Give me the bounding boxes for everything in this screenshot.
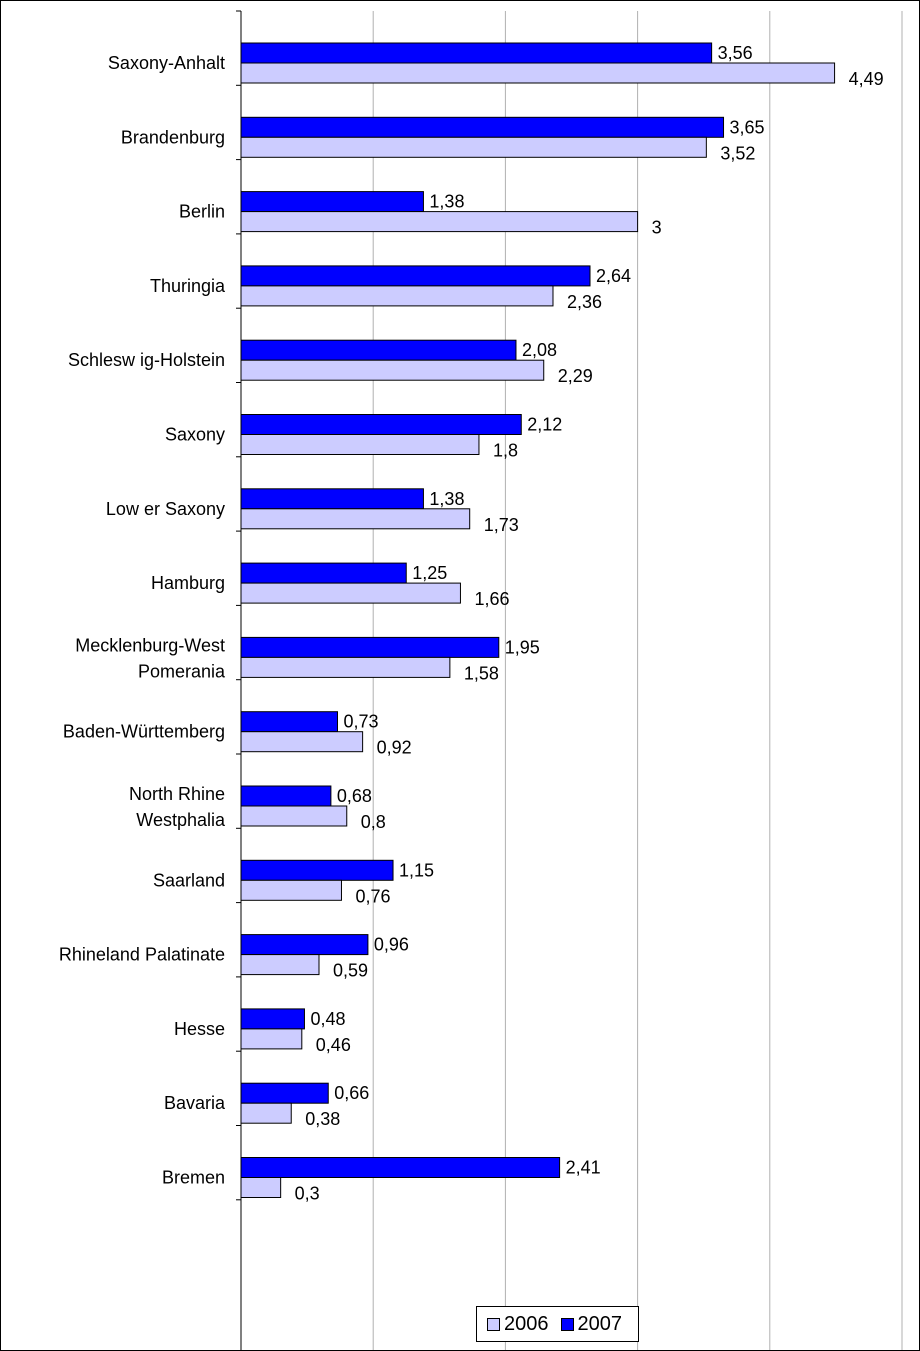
legend: 2006 2007 bbox=[476, 1306, 639, 1342]
bar-2007 bbox=[240, 711, 339, 733]
data-label-2007: 2,12 bbox=[527, 415, 562, 435]
bar-2007 bbox=[240, 339, 517, 361]
data-label-2006: 0,46 bbox=[316, 1035, 351, 1055]
category-label: Saxony-Anhalt bbox=[108, 53, 225, 73]
gridlines bbox=[372, 11, 903, 1350]
bar-2006 bbox=[240, 1028, 303, 1050]
category-label: Thuringia bbox=[150, 276, 226, 296]
category-label: Berlin bbox=[179, 202, 225, 222]
category-label: Bremen bbox=[162, 1168, 225, 1188]
data-label-2007: 1,38 bbox=[429, 192, 464, 212]
data-label-2007: 2,41 bbox=[566, 1158, 601, 1178]
bar-2006 bbox=[240, 434, 480, 455]
bar-2006 bbox=[240, 62, 836, 84]
bar-2006 bbox=[240, 731, 364, 753]
data-label-2006: 2,36 bbox=[567, 292, 602, 312]
bar-2007 bbox=[240, 1082, 329, 1104]
category-label: Schlesw ig-Holstein bbox=[68, 350, 225, 370]
bar-2007 bbox=[240, 562, 407, 584]
data-label-2007: 1,15 bbox=[399, 860, 434, 880]
bar-2007 bbox=[240, 191, 424, 213]
category-label: Low er Saxony bbox=[106, 499, 225, 519]
category-label: Baden-Württemberg bbox=[63, 722, 225, 742]
data-label-2006: 0,76 bbox=[355, 886, 390, 906]
bar-2007 bbox=[240, 42, 713, 64]
data-label-2006: 1,8 bbox=[493, 441, 518, 461]
data-label-2007: 1,25 bbox=[412, 563, 447, 583]
data-label-2006: 0,8 bbox=[361, 812, 386, 832]
data-label-2007: 0,96 bbox=[374, 935, 409, 955]
bar-2007 bbox=[240, 414, 522, 435]
category-label: Mecklenburg-West Pomerania bbox=[75, 635, 226, 681]
bar-2007 bbox=[240, 636, 500, 658]
category-label: Hamburg bbox=[151, 573, 225, 593]
bar-2006 bbox=[240, 1177, 282, 1198]
bar-2007 bbox=[240, 1008, 305, 1030]
data-label-2007: 2,08 bbox=[522, 340, 557, 360]
data-label-2006: 1,66 bbox=[474, 589, 509, 609]
data-label-2007: 3,65 bbox=[730, 117, 765, 137]
data-label-2006: 0,59 bbox=[333, 961, 368, 981]
bar-2007 bbox=[240, 116, 725, 138]
legend-label-2006: 2006 bbox=[504, 1312, 549, 1335]
data-label-2006: 1,58 bbox=[464, 663, 499, 683]
bar-2006 bbox=[240, 879, 342, 901]
bar-2006 bbox=[240, 1102, 292, 1124]
data-label-2007: 1,38 bbox=[429, 489, 464, 509]
legend-swatch-2007 bbox=[560, 1317, 574, 1331]
category-label: Rhineland Palatinate bbox=[59, 945, 225, 965]
data-label-2006: 3,52 bbox=[720, 143, 755, 163]
category-label: Saxony bbox=[165, 425, 225, 445]
bar-2006 bbox=[240, 582, 461, 604]
legend-swatch-2006 bbox=[487, 1317, 500, 1331]
bar-2007 bbox=[240, 934, 369, 956]
data-label-2007: 1,95 bbox=[505, 637, 540, 657]
bar-2007 bbox=[240, 265, 591, 287]
data-label-2006: 0,3 bbox=[295, 1184, 320, 1204]
data-label-2007: 0,73 bbox=[344, 712, 379, 732]
category-label: Hesse bbox=[174, 1019, 225, 1039]
category-label: Bavaria bbox=[164, 1093, 226, 1113]
data-label-2006: 0,38 bbox=[305, 1109, 340, 1129]
bar-2006 bbox=[240, 805, 348, 827]
bar-2006 bbox=[240, 656, 451, 678]
legend-label-2007: 2007 bbox=[577, 1312, 623, 1335]
bar-2006 bbox=[240, 954, 320, 976]
bar-2006 bbox=[240, 359, 545, 381]
data-labels: 3,56 4,49 Saxony-Anhalt 3,65 3,52 Brandenburg… bbox=[59, 43, 884, 1204]
category-label: Brandenburg bbox=[121, 127, 225, 147]
data-label-2007: 0,48 bbox=[310, 1009, 345, 1029]
category-label: Saarland bbox=[153, 870, 225, 890]
bar-2006 bbox=[240, 211, 639, 233]
data-label-2006: 4,49 bbox=[849, 69, 884, 89]
axes: 012345 bbox=[236, 10, 242, 1350]
data-label-2006: 1,73 bbox=[484, 515, 519, 535]
data-label-2006: 2,29 bbox=[558, 366, 593, 386]
bar-2006 bbox=[240, 285, 554, 307]
bar-2007 bbox=[240, 785, 332, 807]
data-label-2007: 0,68 bbox=[337, 786, 372, 806]
bar-2007 bbox=[240, 1157, 561, 1178]
legend-item-2006: 2006 bbox=[487, 1313, 549, 1336]
data-label-2006: 0,92 bbox=[377, 738, 412, 758]
bar-2007 bbox=[240, 488, 424, 510]
bar-2006 bbox=[240, 508, 471, 530]
data-label-2007: 2,64 bbox=[596, 266, 631, 286]
bar-2006 bbox=[240, 136, 707, 158]
data-label-2006: 3 bbox=[652, 218, 662, 238]
data-label-2007: 3,56 bbox=[718, 43, 753, 63]
data-label-2007: 0,66 bbox=[334, 1083, 369, 1103]
bar-2007 bbox=[240, 859, 394, 881]
category-label: North Rhine Westphalia bbox=[129, 784, 226, 830]
bars bbox=[240, 42, 836, 1198]
legend-item-2007: 2007 bbox=[560, 1312, 623, 1336]
